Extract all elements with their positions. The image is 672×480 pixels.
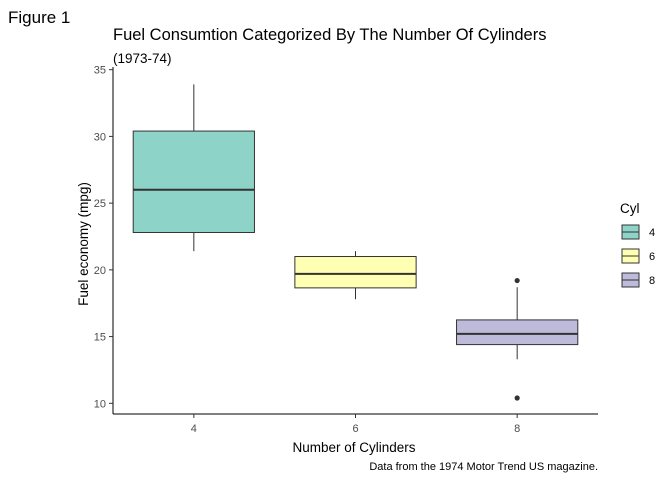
y-tick-label: 10 — [94, 398, 106, 410]
y-tick-label: 30 — [94, 131, 106, 143]
y-tick-label: 15 — [94, 332, 106, 344]
outlier-point — [514, 277, 520, 284]
legend-label: 6 — [649, 251, 655, 263]
box-group-6 — [294, 251, 417, 300]
y-axis-label: Fuel economy (mpg) — [76, 182, 91, 306]
chart-caption: Data from the 1974 Motor Trend US magazi… — [369, 461, 598, 473]
x-tick-label: 8 — [514, 423, 520, 435]
y-tick-label: 35 — [94, 65, 106, 77]
boxes — [132, 84, 579, 401]
box — [132, 130, 255, 233]
figure-label: Figure 1 — [8, 8, 71, 27]
box-group-4 — [132, 84, 255, 252]
legend-title: Cyl — [620, 201, 640, 216]
outlier-point — [514, 395, 520, 401]
y-tick-label: 20 — [94, 265, 106, 277]
axes: 10 15 20 25 30 35 4 6 8 — [94, 65, 598, 435]
legend: Cyl 4 6 8 — [620, 201, 655, 288]
box-group-8 — [456, 277, 579, 401]
y-tick-label: 25 — [94, 198, 106, 210]
chart-subtitle: (1973-74) — [113, 51, 172, 66]
legend-label: 8 — [649, 275, 655, 287]
x-tick-label: 6 — [352, 423, 358, 435]
x-axis-label: Number of Cylinders — [292, 440, 415, 455]
box — [294, 256, 417, 289]
box — [456, 319, 579, 346]
legend-label: 4 — [649, 227, 655, 239]
chart-title: Fuel Consumtion Categorized By The Numbe… — [113, 26, 546, 44]
x-tick-label: 4 — [191, 423, 197, 435]
